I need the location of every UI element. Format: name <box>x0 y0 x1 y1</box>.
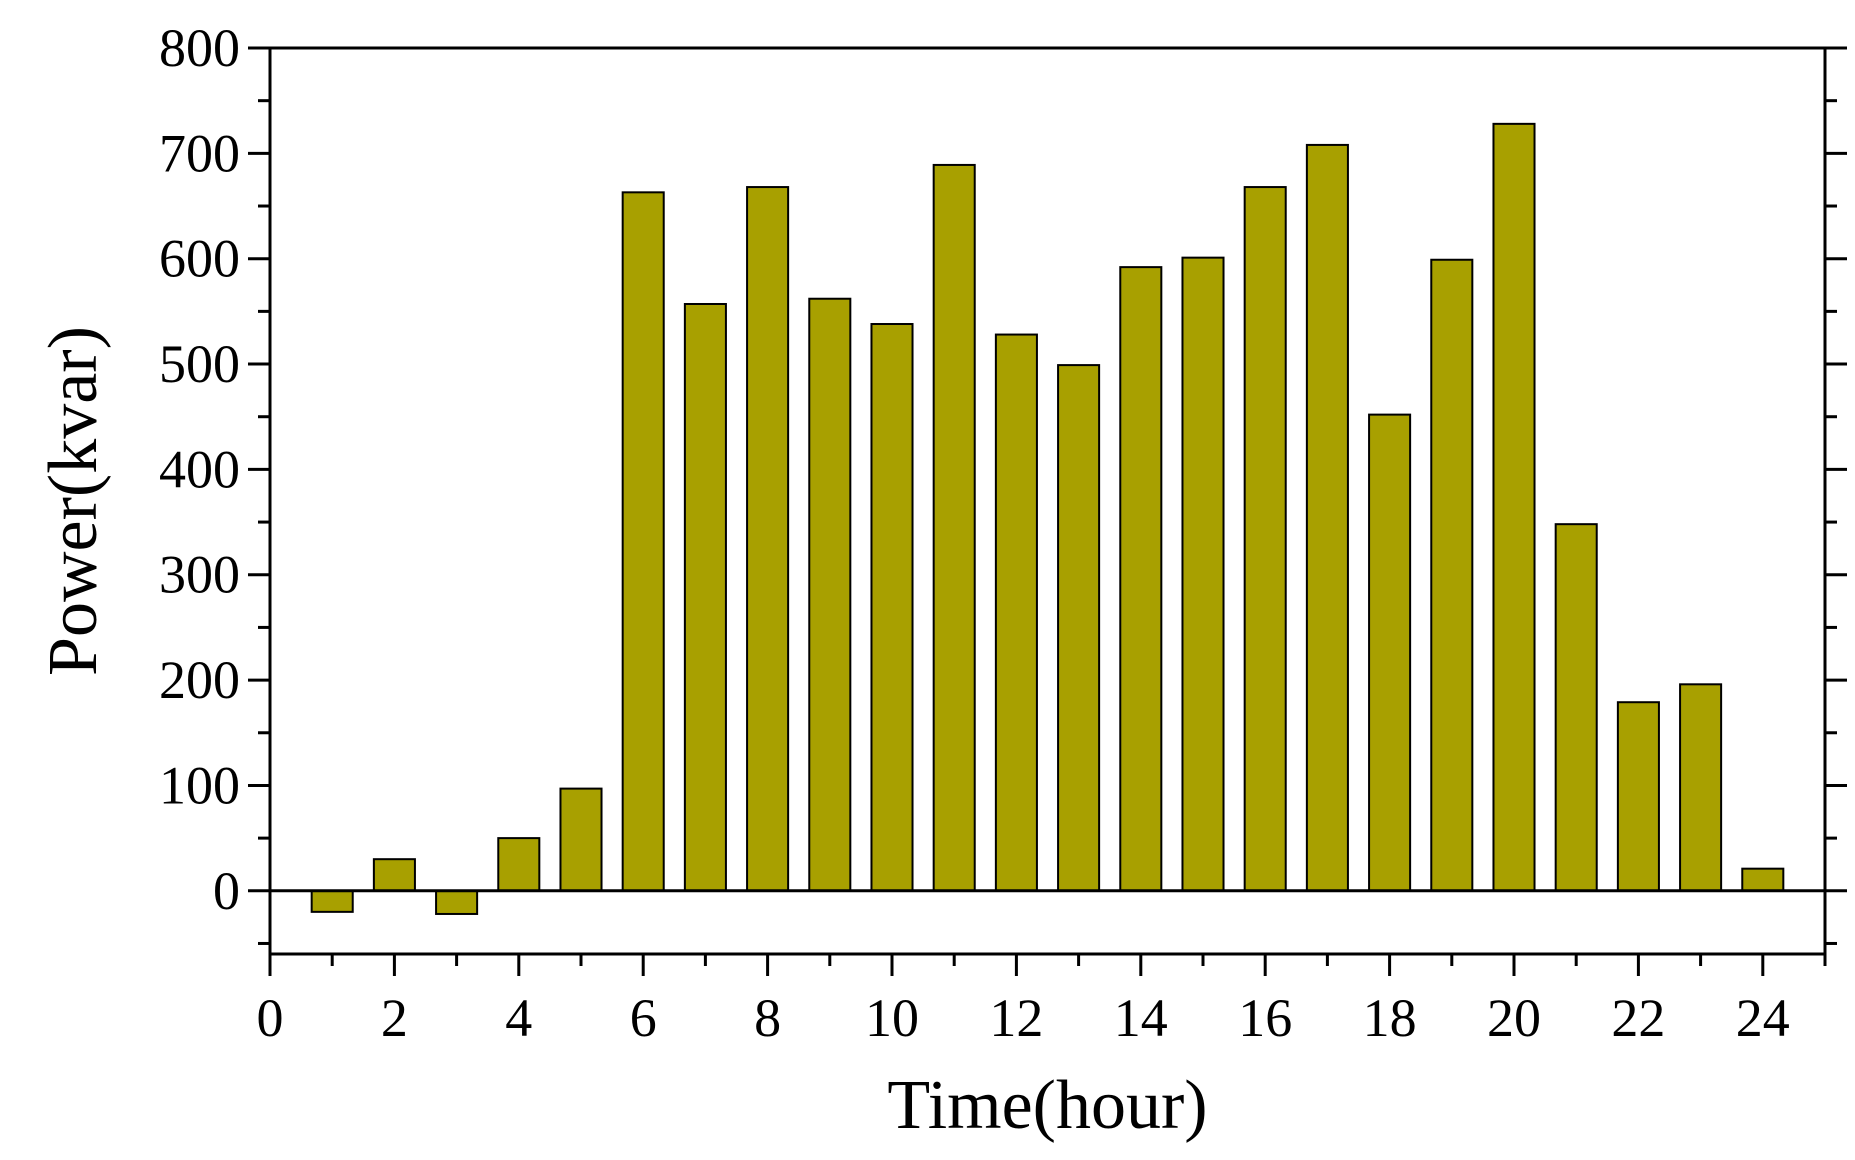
bar-hour-1 <box>310 889 354 913</box>
y-tick-label: 500 <box>159 334 240 394</box>
x-tick-label: 4 <box>505 988 532 1048</box>
x-tick-label: 16 <box>1238 988 1292 1048</box>
bar-hour-10 <box>870 323 914 892</box>
bar-hour-14 <box>1119 266 1163 892</box>
bar-hour-20 <box>1492 122 1536 892</box>
bar-hour-3 <box>435 889 479 915</box>
bar-hour-24 <box>1741 867 1785 892</box>
bar-hour-11 <box>932 163 976 892</box>
y-tick-label: 600 <box>159 229 240 289</box>
x-tick-label: 22 <box>1611 988 1665 1048</box>
bar-hour-6 <box>621 191 665 892</box>
bar-hour-7 <box>683 302 727 892</box>
y-axis-ticks: 0 100 200 300 400 500 600 700 800 <box>159 18 1847 945</box>
bar-hour-16 <box>1243 186 1287 892</box>
x-tick-label: 8 <box>754 988 781 1048</box>
bar-hour-18 <box>1368 413 1412 892</box>
bar-hour-15 <box>1181 256 1225 892</box>
bar-hour-22 <box>1616 701 1660 892</box>
bar-hour-12 <box>994 333 1038 892</box>
bar-hour-23 <box>1679 683 1723 892</box>
x-tick-label: 14 <box>1114 988 1168 1048</box>
bar-hour-4 <box>497 837 541 892</box>
y-tick-label: 0 <box>213 861 240 921</box>
y-axis-title: Power(kvar) <box>35 326 112 676</box>
bar-hour-17 <box>1305 143 1349 892</box>
bar-hour-21 <box>1554 523 1598 892</box>
y-tick-label: 300 <box>159 545 240 605</box>
plot-frame <box>268 46 1827 956</box>
x-tick-label: 12 <box>989 988 1043 1048</box>
x-tick-label: 10 <box>865 988 919 1048</box>
x-tick-label: 20 <box>1487 988 1541 1048</box>
x-tick-label: 0 <box>257 988 284 1048</box>
bar-hour-8 <box>746 186 790 892</box>
y-tick-label: 100 <box>159 755 240 815</box>
x-tick-label: 6 <box>630 988 657 1048</box>
y-tick-label: 800 <box>159 18 240 78</box>
x-tick-label: 2 <box>381 988 408 1048</box>
x-tick-label: 18 <box>1363 988 1417 1048</box>
bar-hour-9 <box>808 297 852 892</box>
x-axis-ticks: 0 2 4 6 8 10 12 14 16 18 20 22 24 <box>257 954 1827 1048</box>
x-tick-label: 24 <box>1736 988 1790 1048</box>
y-tick-label: 200 <box>159 650 240 710</box>
bar-hour-5 <box>559 787 603 892</box>
bar-hour-13 <box>1057 364 1101 892</box>
y-tick-label: 700 <box>159 123 240 183</box>
y-tick-label: 400 <box>159 439 240 499</box>
bar-hour-2 <box>372 858 416 892</box>
bars-group <box>310 122 1785 915</box>
bar-hour-19 <box>1430 258 1474 892</box>
x-axis-title: Time(hour) <box>887 1067 1207 1144</box>
